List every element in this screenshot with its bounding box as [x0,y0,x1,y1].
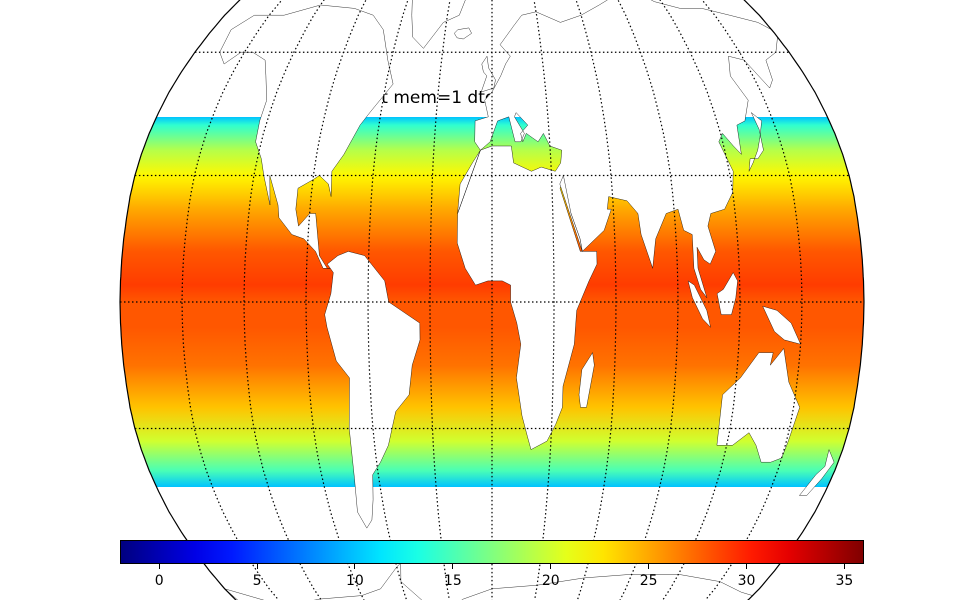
land-greenland [394,0,468,49]
meridian-line [528,0,555,600]
colorbar-tick-label: 35 [835,573,854,589]
colorbar-tick-label: 0 [154,573,164,589]
meridian-line [305,0,381,600]
colorbar-tick [256,564,258,569]
meridian-line [181,0,306,600]
colorbar-tick-label: 5 [252,573,262,589]
land-australia [716,347,800,463]
land-south-america [324,251,421,529]
land-antarctica [224,562,754,600]
colorbar-tick [452,564,454,569]
meridian-line [603,0,679,600]
meridian-line [429,0,456,600]
land-madagascar [578,352,595,408]
land-sumatra [687,280,711,328]
colorbar-tick-label: 30 [737,573,756,589]
colorbar [120,540,864,564]
globe-outline [119,0,865,600]
meridian-line [367,0,418,600]
colorbar-tick-label: 15 [443,573,462,589]
meridian-line [243,0,344,600]
graticule [120,0,864,600]
colorbar-tick [354,564,356,569]
colorbar-tick [158,564,160,569]
land-masses [219,0,835,600]
land-arabia-closure [559,174,583,252]
land-iceland [454,27,472,40]
colorbar-tick [746,564,748,569]
land-africa-eurasia [456,0,778,450]
colorbar-tick [843,564,845,569]
land-borneo [716,272,738,315]
colorbar-tick-label: 10 [346,573,364,589]
colorbar-tick [648,564,650,569]
colorbar-tick [550,564,552,569]
land-new-zealand [798,448,835,496]
land-japan [748,112,764,172]
meridian-line [678,0,803,600]
meridian-line [566,0,617,600]
land-new-guinea [762,305,801,345]
colorbar-tick-label: 25 [639,573,658,589]
colorbar-tick-label: 20 [541,573,560,589]
meridian-line [640,0,741,600]
land-britain [480,55,496,93]
